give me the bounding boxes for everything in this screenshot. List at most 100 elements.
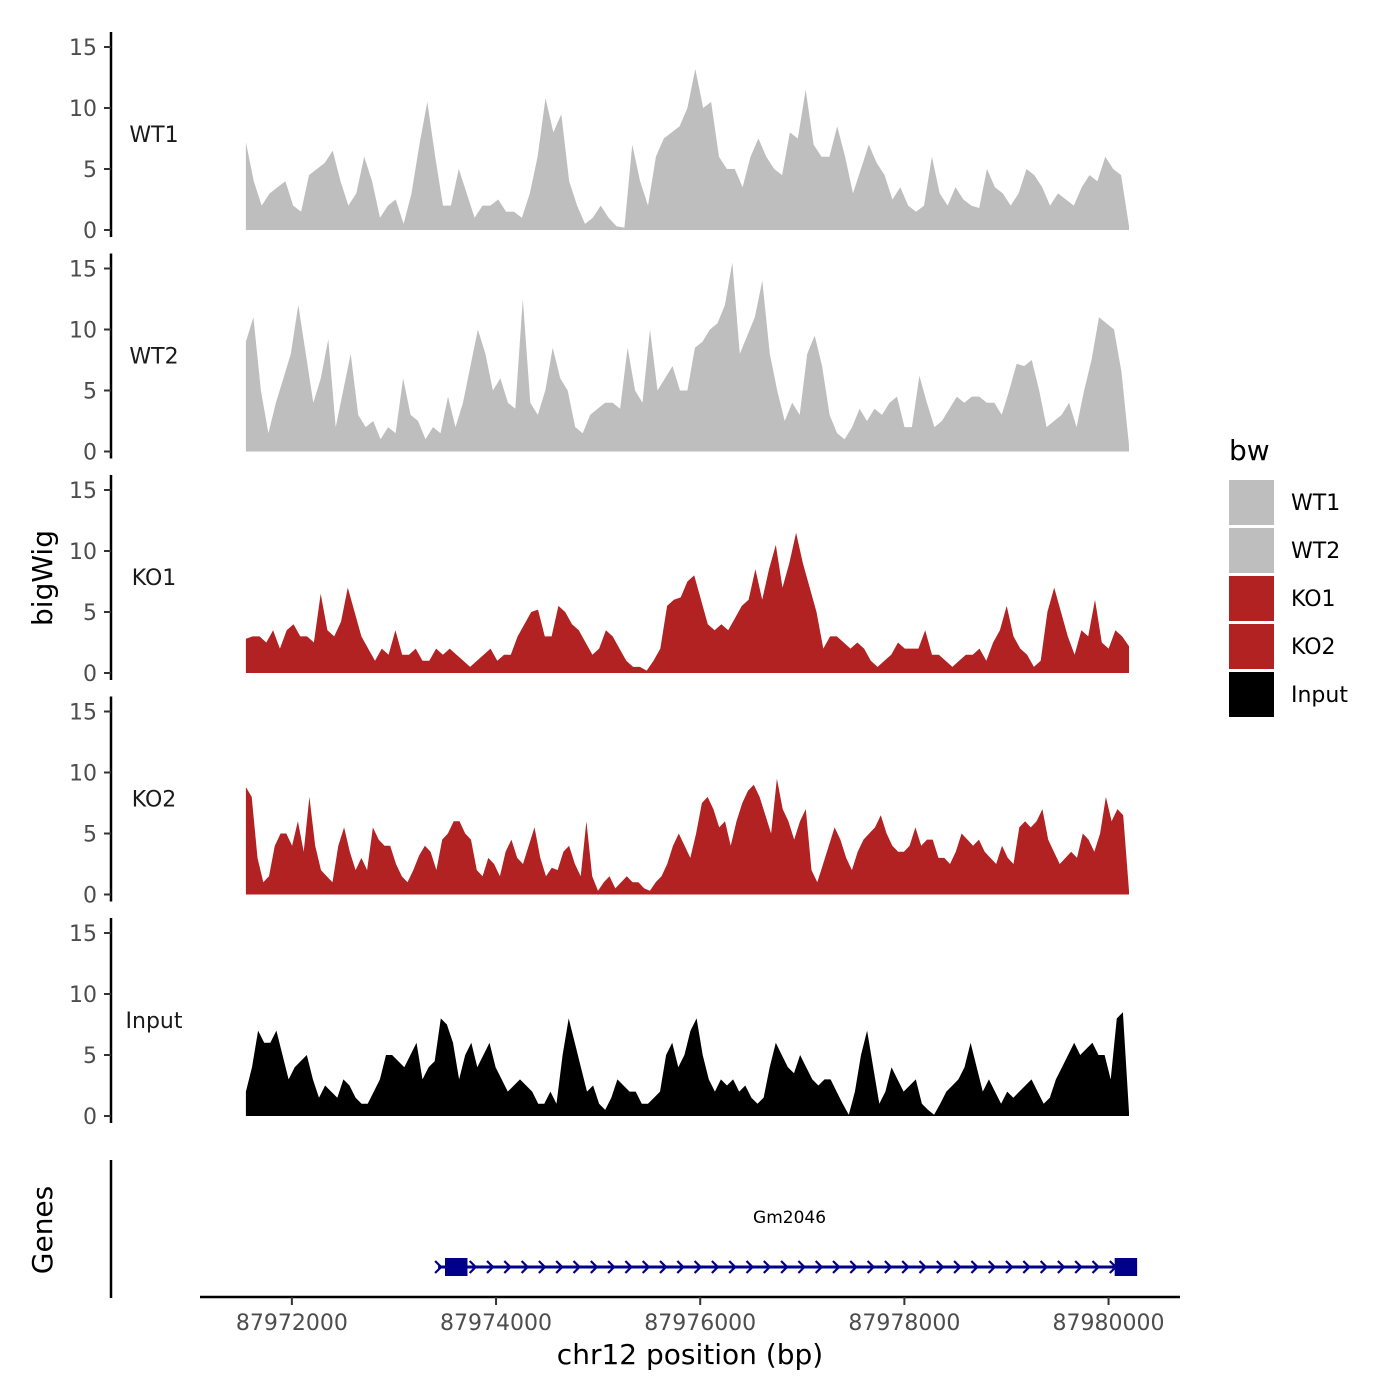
- strand-arrow: [659, 1260, 668, 1274]
- legend-label-wt1: WT1: [1291, 491, 1340, 516]
- strand-arrow: [555, 1260, 564, 1274]
- y-tick-label: 10: [69, 762, 97, 787]
- strand-arrow: [1057, 1260, 1066, 1274]
- strand-arrow: [624, 1260, 633, 1274]
- strand-arrow: [728, 1260, 737, 1274]
- strand-arrow: [676, 1260, 685, 1274]
- y-tick-label: 15: [69, 258, 97, 283]
- strand-arrow: [918, 1260, 928, 1274]
- strand-arrow: [607, 1260, 616, 1274]
- y-tick-label: 15: [69, 922, 97, 947]
- y-axis-title: bigWig: [26, 530, 59, 626]
- strand-arrow: [1039, 1260, 1049, 1274]
- y-tick-label: 5: [83, 823, 97, 848]
- strand-arrow: [987, 1260, 997, 1274]
- strand-arrow: [797, 1260, 806, 1274]
- coverage-area-ko2: [245, 778, 1129, 895]
- track-label-ko2: KO2: [132, 788, 177, 813]
- gene-track: Gm2046: [109, 1160, 1138, 1298]
- track-ko1: 0 5 10 15 KO1: [69, 475, 1129, 687]
- gene-label: Gm2046: [753, 1208, 826, 1228]
- legend-key-input: [1229, 672, 1274, 717]
- track-label-input: Input: [126, 1009, 183, 1034]
- y-tick-label: 10: [69, 97, 97, 122]
- y-tick-label: 0: [83, 441, 97, 466]
- strand-arrow: [641, 1260, 651, 1274]
- legend-title: bw: [1229, 434, 1270, 467]
- y-tick-label: 5: [83, 380, 97, 405]
- y-tick-label: 0: [83, 662, 97, 687]
- legend-key-ko2: [1229, 624, 1274, 669]
- y-tick-label: 10: [69, 540, 97, 565]
- y-tick-label: 0: [83, 1105, 97, 1130]
- x-tick-label: 87974000: [440, 1311, 552, 1336]
- strand-arrow: [1091, 1260, 1101, 1274]
- legend-label-ko2: KO2: [1291, 635, 1336, 660]
- track-label-wt2: WT2: [129, 345, 178, 370]
- strand-arrow: [953, 1260, 962, 1274]
- track-ko2: 0 5 10 15 KO2: [69, 696, 1129, 909]
- y-tick-label: 15: [69, 479, 97, 504]
- strand-arrow: [1022, 1260, 1031, 1274]
- exon-1: [445, 1258, 468, 1276]
- gene-track-title: Genes: [26, 1186, 59, 1274]
- coverage-area-input: [245, 1012, 1129, 1116]
- strand-arrow: [434, 1260, 443, 1274]
- legend-label-ko1: KO1: [1291, 587, 1336, 612]
- legend-key-ko1: [1229, 576, 1274, 621]
- strand-arrow: [814, 1260, 824, 1274]
- strand-arrow: [884, 1260, 893, 1274]
- coverage-area-wt2: [245, 262, 1129, 452]
- coverage-area-ko1: [245, 532, 1129, 673]
- strand-arrow: [780, 1260, 789, 1274]
- legend-label-input: Input: [1291, 683, 1348, 708]
- coverage-area-wt1: [245, 69, 1129, 230]
- y-tick-label: 0: [83, 884, 97, 909]
- track-label-ko1: KO1: [132, 566, 177, 591]
- y-tick-label: 5: [83, 1044, 97, 1069]
- legend-key-wt1: [1229, 480, 1274, 525]
- track-label-wt1: WT1: [129, 123, 178, 148]
- strand-arrow: [745, 1260, 755, 1274]
- coverage-tracks: 0 5 10 15 WT1 0 5 10 15 WT2 0 5 10 15 KO1 0 5 10 15 KO2 0 5 10…: [69, 32, 1129, 1130]
- y-tick-label: 5: [83, 601, 97, 626]
- x-axis: 87972000 87974000 87976000 87978000 87980000: [200, 1295, 1180, 1336]
- exon-2: [1114, 1258, 1138, 1276]
- strand-arrow: [572, 1260, 582, 1274]
- strand-arrow: [1074, 1260, 1083, 1274]
- y-tick-label: 15: [69, 701, 97, 726]
- y-tick-label: 10: [69, 983, 97, 1008]
- strand-arrow: [590, 1260, 599, 1274]
- strand-arrow: [1005, 1260, 1014, 1274]
- y-tick-label: 0: [83, 219, 97, 244]
- x-tick-label: 87976000: [644, 1311, 756, 1336]
- strand-arrow: [866, 1260, 876, 1274]
- strand-arrow: [468, 1260, 478, 1274]
- strand-arrow: [486, 1260, 495, 1274]
- legend-key-wt2: [1229, 528, 1274, 573]
- strand-arrow: [538, 1260, 547, 1274]
- track-input: 0 5 10 15 Input: [69, 918, 1129, 1130]
- track-wt2: 0 5 10 15 WT2: [69, 253, 1129, 466]
- strand-arrow: [970, 1260, 979, 1274]
- x-axis-title: chr12 position (bp): [557, 1338, 823, 1371]
- x-tick-label: 87978000: [848, 1311, 960, 1336]
- strand-arrow: [901, 1260, 910, 1274]
- strand-arrow: [693, 1260, 703, 1274]
- track-wt1: 0 5 10 15 WT1: [69, 32, 1129, 244]
- strand-arrow: [520, 1260, 530, 1274]
- legend-label-wt2: WT2: [1291, 539, 1340, 564]
- strand-arrow: [936, 1260, 945, 1274]
- y-tick-label: 5: [83, 158, 97, 183]
- strand-arrow: [711, 1260, 720, 1274]
- y-tick-label: 10: [69, 319, 97, 344]
- x-tick-label: 87972000: [236, 1311, 348, 1336]
- strand-arrow: [503, 1260, 512, 1274]
- strand-arrow: [832, 1260, 841, 1274]
- legend: bw WT1 WT2 KO1 KO2 Input: [1229, 434, 1348, 717]
- x-tick-label: 87980000: [1053, 1311, 1165, 1336]
- y-tick-label: 15: [69, 36, 97, 61]
- strand-arrow: [763, 1260, 772, 1274]
- strand-arrow: [849, 1260, 858, 1274]
